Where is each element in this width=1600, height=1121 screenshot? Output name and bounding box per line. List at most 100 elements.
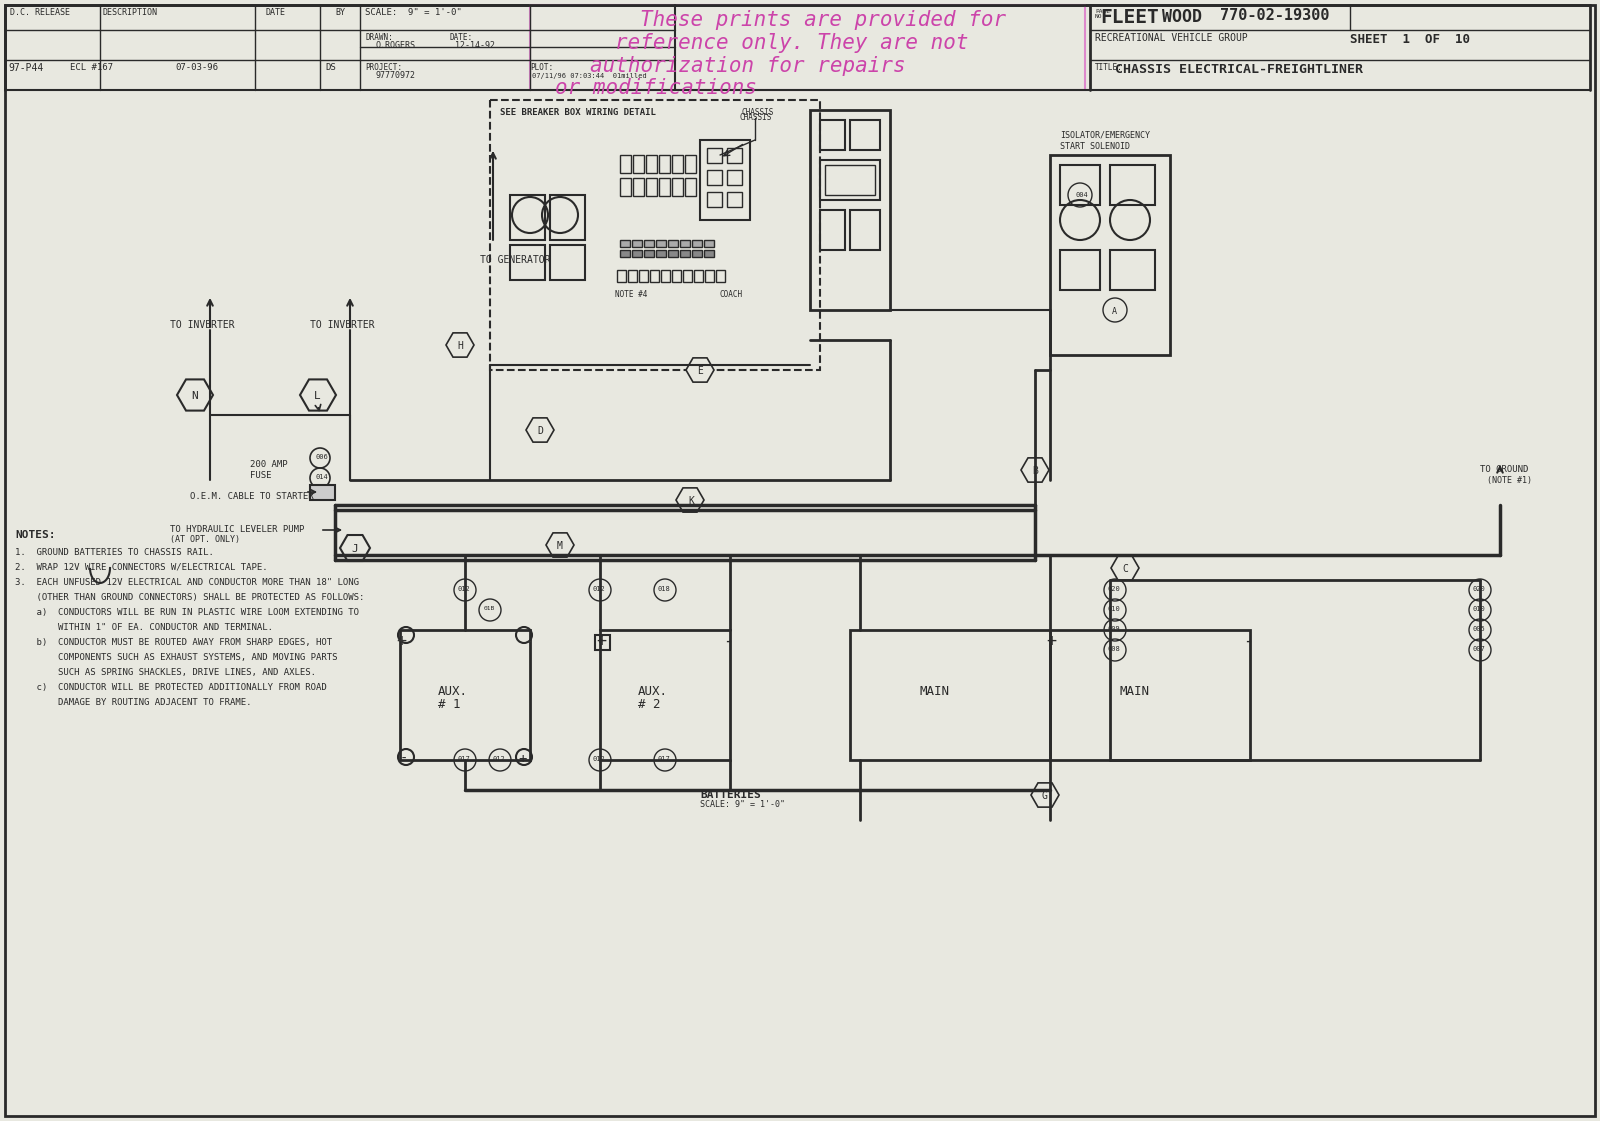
Text: 97-P44: 97-P44 bbox=[8, 63, 43, 73]
Text: MAIN: MAIN bbox=[1120, 685, 1150, 698]
Text: 020: 020 bbox=[1107, 586, 1120, 592]
Bar bbox=[1059, 165, 1101, 205]
Text: # 2: # 2 bbox=[638, 698, 661, 711]
Bar bbox=[656, 240, 666, 247]
Text: 017: 017 bbox=[658, 756, 670, 762]
Bar bbox=[621, 155, 630, 173]
Bar bbox=[650, 270, 659, 282]
Bar bbox=[706, 270, 714, 282]
Text: 007: 007 bbox=[1472, 646, 1485, 652]
Text: WITHIN 1" OF EA. CONDUCTOR AND TERMINAL.: WITHIN 1" OF EA. CONDUCTOR AND TERMINAL. bbox=[14, 623, 274, 632]
Text: NO.: NO. bbox=[1094, 13, 1106, 19]
Bar bbox=[1110, 250, 1155, 290]
Bar bbox=[672, 155, 683, 173]
Bar bbox=[704, 240, 714, 247]
Bar bbox=[632, 240, 642, 247]
Bar bbox=[490, 100, 819, 370]
Text: TO GROUND: TO GROUND bbox=[1480, 465, 1528, 474]
Text: BY: BY bbox=[334, 8, 346, 17]
Text: TITLE:: TITLE: bbox=[1094, 63, 1123, 72]
Bar bbox=[638, 270, 648, 282]
Polygon shape bbox=[675, 488, 704, 512]
Text: H: H bbox=[458, 341, 462, 351]
Text: 1.  GROUND BATTERIES TO CHASSIS RAIL.: 1. GROUND BATTERIES TO CHASSIS RAIL. bbox=[14, 548, 214, 557]
Text: N: N bbox=[190, 391, 198, 401]
Text: (OTHER THAN GROUND CONNECTORS) SHALL BE PROTECTED AS FOLLOWS:: (OTHER THAN GROUND CONNECTORS) SHALL BE … bbox=[14, 593, 365, 602]
Text: AUX.: AUX. bbox=[438, 685, 467, 698]
Bar bbox=[680, 240, 690, 247]
Text: CHASSIS: CHASSIS bbox=[742, 108, 774, 117]
Bar bbox=[850, 120, 880, 150]
Text: ISOLATOR/EMERGENCY: ISOLATOR/EMERGENCY bbox=[1059, 130, 1150, 139]
Bar bbox=[310, 485, 334, 500]
Text: TO HYDRAULIC LEVELER PUMP: TO HYDRAULIC LEVELER PUMP bbox=[170, 525, 304, 534]
Text: DRAWN:: DRAWN: bbox=[365, 33, 392, 41]
Bar bbox=[1059, 250, 1101, 290]
Bar bbox=[669, 250, 678, 257]
Text: +: + bbox=[595, 632, 606, 650]
Polygon shape bbox=[1021, 457, 1050, 482]
Text: D.C. RELEASE: D.C. RELEASE bbox=[10, 8, 70, 17]
Text: 017: 017 bbox=[458, 756, 470, 762]
Text: PROJECT:: PROJECT: bbox=[365, 63, 402, 72]
Text: O.ROGERS: O.ROGERS bbox=[374, 41, 414, 50]
Polygon shape bbox=[301, 379, 336, 410]
Text: # 1: # 1 bbox=[438, 698, 461, 711]
Bar bbox=[618, 270, 626, 282]
Bar bbox=[643, 240, 654, 247]
Bar bbox=[510, 245, 546, 280]
Text: O.E.M. CABLE TO STARTER: O.E.M. CABLE TO STARTER bbox=[190, 492, 314, 501]
Text: 07-03-96: 07-03-96 bbox=[174, 63, 218, 72]
Bar bbox=[600, 630, 730, 760]
Text: -: - bbox=[523, 632, 533, 650]
Bar bbox=[672, 178, 683, 196]
Bar bbox=[691, 250, 702, 257]
Text: DATE: DATE bbox=[266, 8, 285, 17]
Text: DATE:: DATE: bbox=[450, 33, 474, 41]
Bar bbox=[643, 250, 654, 257]
Text: 018: 018 bbox=[658, 586, 670, 592]
Text: 200 AMP: 200 AMP bbox=[250, 460, 288, 469]
Bar bbox=[826, 165, 875, 195]
Polygon shape bbox=[1030, 782, 1059, 807]
Bar bbox=[621, 240, 630, 247]
Text: 012: 012 bbox=[458, 586, 470, 592]
Text: COMPONENTS SUCH AS EXHAUST SYSTEMS, AND MOVING PARTS: COMPONENTS SUCH AS EXHAUST SYSTEMS, AND … bbox=[14, 654, 338, 663]
Text: 97770972: 97770972 bbox=[374, 71, 414, 80]
Text: c)  CONDUCTOR WILL BE PROTECTED ADDITIONALLY FROM ROAD: c) CONDUCTOR WILL BE PROTECTED ADDITIONA… bbox=[14, 683, 326, 692]
Bar bbox=[680, 250, 690, 257]
Text: authorization for repairs: authorization for repairs bbox=[590, 56, 906, 76]
Text: 005: 005 bbox=[1472, 626, 1485, 632]
Bar bbox=[595, 634, 610, 650]
Text: MAIN: MAIN bbox=[920, 685, 950, 698]
Text: BATTERIES: BATTERIES bbox=[701, 790, 760, 800]
Text: 01B: 01B bbox=[483, 606, 496, 611]
Bar bbox=[683, 270, 691, 282]
Text: M: M bbox=[557, 541, 563, 552]
Text: NOTE #4: NOTE #4 bbox=[614, 290, 648, 299]
Bar bbox=[621, 178, 630, 196]
Text: D: D bbox=[538, 426, 542, 436]
Text: -: - bbox=[1243, 632, 1253, 650]
Bar bbox=[707, 192, 722, 207]
Text: reference only. They are not: reference only. They are not bbox=[614, 33, 968, 53]
Text: 004: 004 bbox=[1075, 192, 1088, 198]
Text: b)  CONDUCTOR MUST BE ROUTED AWAY FROM SHARP EDGES, HOT: b) CONDUCTOR MUST BE ROUTED AWAY FROM SH… bbox=[14, 638, 333, 647]
Bar bbox=[634, 155, 643, 173]
Bar bbox=[621, 250, 630, 257]
Text: WOOD: WOOD bbox=[1162, 8, 1202, 26]
Bar bbox=[810, 110, 890, 311]
Text: FUSE: FUSE bbox=[250, 471, 272, 480]
Bar bbox=[850, 630, 1050, 760]
Polygon shape bbox=[686, 358, 714, 382]
Bar bbox=[530, 4, 1085, 90]
Text: COACH: COACH bbox=[720, 290, 742, 299]
Bar bbox=[656, 250, 666, 257]
Bar bbox=[707, 148, 722, 163]
Text: DAMAGE BY ROUTING ADJACENT TO FRAME.: DAMAGE BY ROUTING ADJACENT TO FRAME. bbox=[14, 698, 251, 707]
Text: PLOT:: PLOT: bbox=[530, 63, 554, 72]
Bar bbox=[669, 240, 678, 247]
Text: SCALE: 9" = 1'-0": SCALE: 9" = 1'-0" bbox=[701, 800, 786, 809]
Bar bbox=[661, 270, 670, 282]
Text: G: G bbox=[1042, 791, 1048, 802]
